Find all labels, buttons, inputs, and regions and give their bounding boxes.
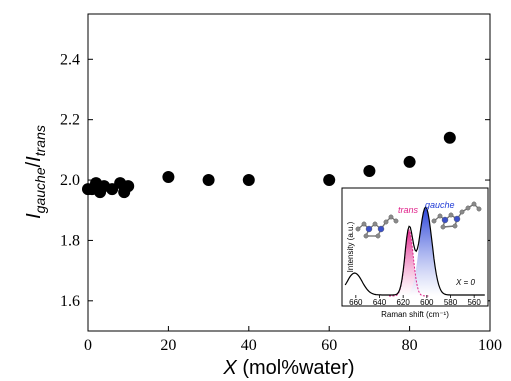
gauche-label: gauche	[425, 200, 455, 210]
x-axis-title: X (mol%water)	[222, 357, 354, 379]
trans-peak-dashed	[389, 228, 430, 297]
x-tick-label: 20	[160, 337, 176, 354]
data-point	[122, 180, 135, 193]
data-point	[202, 174, 215, 187]
inset-x-tick-label: 600	[420, 298, 434, 307]
y-tick-label: 2.4	[60, 51, 80, 68]
x-tick-label: 40	[241, 337, 257, 354]
data-point	[323, 174, 336, 187]
inset-x-tick-label: 660	[349, 298, 363, 307]
plot-frame	[87, 13, 491, 332]
inset-spectrum: 660 640 620 600 580 560 Raman shift (cm⁻¹) In…	[341, 187, 489, 319]
gauche-peak-area	[397, 208, 460, 296]
molecule-illustrations	[355, 201, 482, 239]
data-points	[82, 131, 456, 199]
inset-x-tick-label: 580	[444, 298, 458, 307]
y-tick-label: 1.6	[60, 293, 80, 310]
data-point	[403, 155, 416, 168]
x-ticks: 0 20 40 60 80 100	[84, 326, 502, 354]
y-ticks: 1.6 1.8 2.0 2.2 2.4	[60, 51, 490, 310]
data-point	[443, 131, 456, 144]
y-tick-label: 2.2	[60, 112, 80, 129]
inset-x-tick-label: 640	[373, 298, 387, 307]
data-point	[162, 171, 175, 184]
data-point	[242, 174, 255, 187]
x-tick-label: 0	[84, 337, 92, 354]
inset-xlabel: Raman shift (cm⁻¹)	[381, 310, 449, 319]
inset-x-ticks: 660 640 620 600 580 560	[349, 295, 481, 307]
x-tick-label: 60	[321, 337, 337, 354]
inset-ylabel: Intensity (a.u.)	[346, 221, 355, 272]
y-axis-title: Igauche/Itrans	[23, 125, 48, 219]
trans-label: trans	[398, 205, 419, 215]
condition-label: X = 0	[455, 278, 475, 287]
trans-peak-area	[389, 230, 430, 296]
y-tick-label: 2.0	[60, 172, 80, 189]
raman-spectrum-line	[344, 206, 485, 296]
inset-x-tick-label: 560	[467, 298, 481, 307]
trans-molecule	[355, 214, 399, 239]
gauche-molecule	[431, 201, 482, 230]
x-tick-label: 80	[402, 337, 418, 354]
inset-x-tick-label: 620	[396, 298, 410, 307]
x-tick-label: 100	[478, 337, 502, 354]
y-tick-label: 1.8	[60, 232, 80, 249]
data-point	[363, 164, 376, 177]
